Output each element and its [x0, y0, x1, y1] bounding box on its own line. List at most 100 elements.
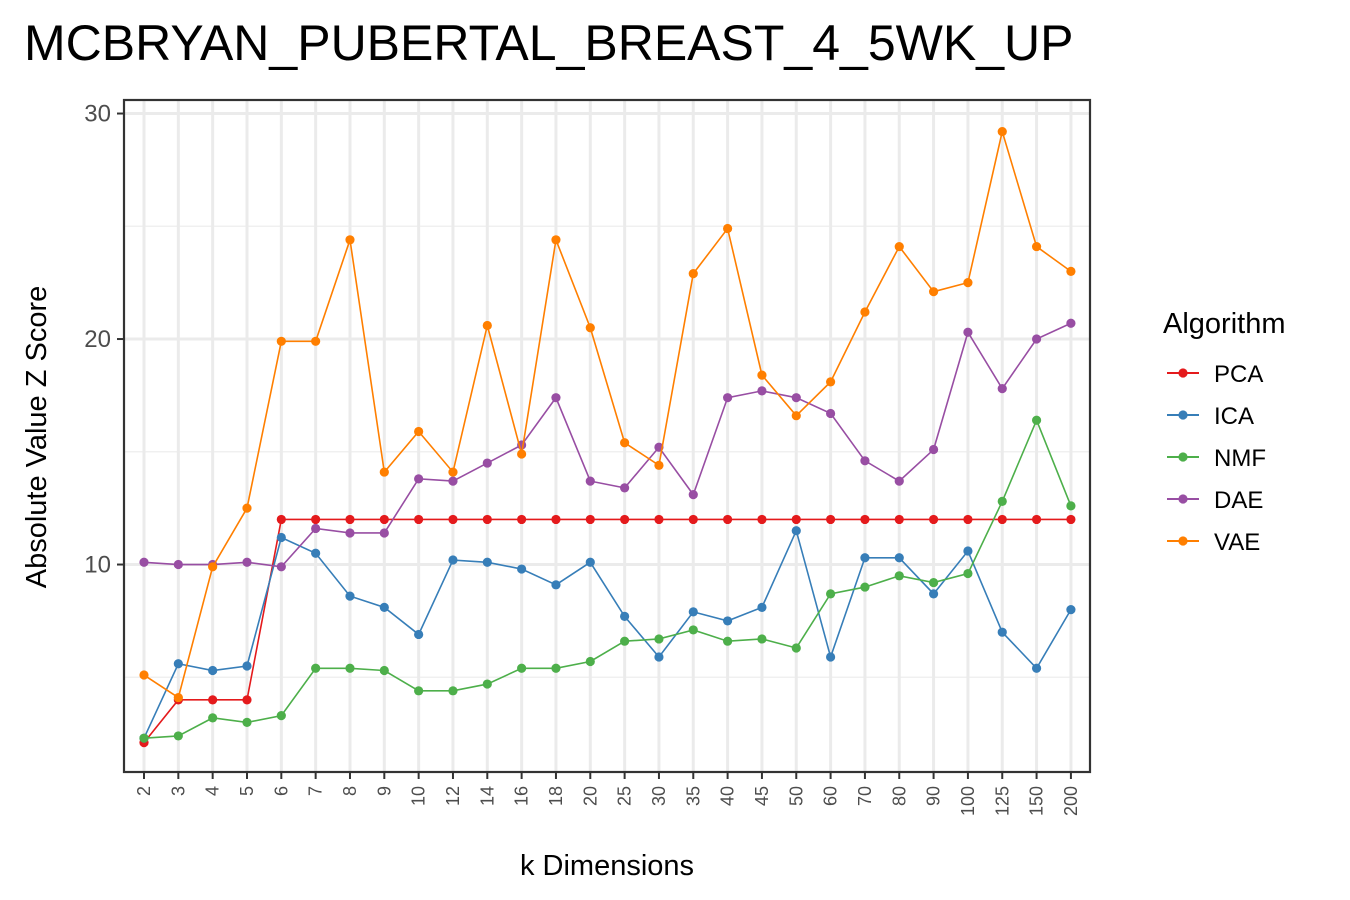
x-tick-label: 125 [992, 786, 1012, 816]
data-point-vae [311, 336, 321, 346]
data-point-nmf [242, 717, 252, 727]
data-point-vae [860, 307, 870, 317]
x-tick-label: 7 [306, 786, 326, 796]
data-point-vae [826, 377, 836, 387]
data-point-vae [1031, 241, 1042, 252]
data-point-vae [242, 503, 252, 513]
series-line-pca [143, 518, 1071, 744]
data-point-nmf [1031, 415, 1042, 425]
data-point-ica [242, 661, 252, 671]
data-point-ica [928, 589, 939, 599]
x-tick-label: 35 [683, 786, 703, 806]
data-point-pca [1066, 514, 1076, 525]
legend-label-pca: PCA [1214, 361, 1263, 388]
data-point-pca [997, 514, 1007, 525]
data-point-dae [242, 557, 252, 567]
data-point-ica [757, 602, 767, 612]
data-point-nmf [688, 625, 698, 635]
series-line-nmf [143, 418, 1072, 739]
data-point-dae [345, 528, 355, 538]
data-point-pca [688, 514, 698, 525]
data-point-vae [551, 235, 561, 245]
data-point-dae [551, 393, 561, 403]
y-tick-label: 20 [84, 326, 111, 353]
legend-label-nmf: NMF [1214, 445, 1266, 472]
data-point-pca [242, 695, 252, 705]
legend-label-dae: DAE [1214, 487, 1263, 514]
x-tick-label: 70 [855, 786, 875, 806]
data-point-dae [928, 444, 939, 455]
data-point-vae [928, 287, 939, 297]
data-point-vae [139, 670, 149, 680]
x-tick-label: 100 [958, 786, 978, 816]
data-point-nmf [654, 634, 664, 644]
data-point-vae [173, 692, 183, 703]
data-point-pca [551, 514, 561, 525]
x-tick-label: 60 [821, 786, 841, 806]
x-tick-label: 30 [649, 786, 669, 806]
data-point-pca [379, 514, 389, 525]
x-axis-title: k Dimensions [520, 850, 694, 882]
data-point-nmf [963, 568, 973, 579]
x-tick-label: 90 [924, 786, 944, 806]
data-point-ica [860, 553, 870, 563]
data-point-nmf [379, 665, 389, 676]
data-point-ica [1066, 605, 1076, 615]
legend-title: Algorithm [1163, 308, 1286, 340]
x-tick-label: 40 [718, 786, 738, 806]
data-point-vae [723, 223, 733, 234]
data-point-pca [757, 514, 767, 525]
data-point-vae [688, 269, 698, 279]
data-point-nmf [928, 577, 939, 588]
data-point-vae [654, 460, 664, 470]
data-point-ica [654, 652, 664, 662]
data-point-nmf [791, 643, 801, 653]
data-point-ica [997, 627, 1007, 637]
data-point-ica [1031, 663, 1042, 673]
x-tick-label: 5 [237, 786, 257, 796]
x-tick-label: 80 [889, 786, 909, 806]
data-point-dae [826, 408, 836, 419]
data-point-pca [276, 514, 286, 525]
data-point-vae [414, 426, 424, 437]
legend-label-vae: VAE [1214, 529, 1260, 556]
data-point-nmf [482, 679, 492, 689]
y-tick-label: 30 [84, 101, 111, 128]
data-point-nmf [551, 663, 561, 673]
data-point-ica [448, 555, 458, 565]
data-point-ica [791, 526, 801, 536]
series-line-ica [143, 528, 1072, 739]
data-point-vae [894, 241, 904, 252]
legend-key-point-ica [1178, 410, 1188, 420]
data-point-vae [448, 467, 458, 477]
data-point-ica [551, 580, 561, 590]
data-point-vae [345, 235, 355, 245]
data-point-dae [620, 483, 630, 493]
data-point-vae [482, 320, 492, 331]
data-point-ica [208, 665, 218, 676]
data-point-nmf [826, 589, 836, 599]
data-point-vae [791, 411, 801, 421]
data-point-dae [1066, 318, 1076, 328]
grid-layer [124, 100, 1090, 772]
data-point-pca [723, 514, 733, 525]
x-tick-label: 45 [752, 786, 772, 806]
data-point-dae [1031, 334, 1042, 344]
data-point-ica [345, 591, 355, 601]
x-tick-label: 10 [409, 786, 429, 806]
x-tick-label: 12 [443, 786, 463, 806]
data-point-dae [963, 327, 973, 337]
data-point-vae [997, 126, 1007, 137]
data-point-dae [757, 386, 767, 396]
data-point-ica [894, 553, 904, 563]
data-point-dae [585, 476, 595, 486]
data-point-pca [654, 514, 664, 525]
x-tick-label: 9 [374, 786, 394, 796]
data-point-vae [517, 449, 527, 459]
data-point-vae [757, 370, 767, 380]
data-point-ica [311, 548, 321, 558]
x-tick-label: 16 [512, 786, 532, 806]
data-point-dae [723, 393, 733, 403]
x-tick-label: 6 [271, 786, 291, 796]
